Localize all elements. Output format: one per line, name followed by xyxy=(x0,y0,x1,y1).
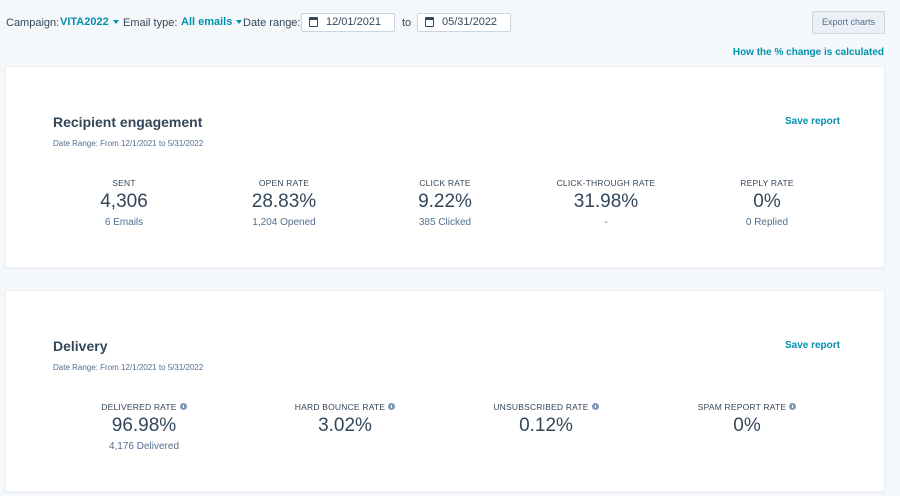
metric-value: 3.02% xyxy=(318,415,372,436)
email-type-dropdown[interactable]: All emails xyxy=(181,16,243,28)
metric-delivered-rate: DELIVERED RATE 96.98% 4,176 Delivered xyxy=(64,402,224,452)
metric-label-text: DELIVERED RATE xyxy=(101,402,177,412)
metric-value: 0.12% xyxy=(519,415,573,436)
metric-label: SPAM REPORT RATE xyxy=(667,402,827,412)
metric-value: 4,306 xyxy=(100,191,148,212)
date-to-value: 05/31/2022 xyxy=(442,16,498,28)
campaign-label: Campaign: xyxy=(6,17,60,29)
date-from-value: 12/01/2021 xyxy=(326,16,382,28)
metric-spam-report-rate: SPAM REPORT RATE 0% xyxy=(667,402,827,437)
calendar-icon xyxy=(309,17,318,27)
card-title: Delivery xyxy=(53,338,108,354)
delivery-card: Delivery Date Range: From 12/1/2021 to 5… xyxy=(5,290,885,492)
metric-value: 96.98% xyxy=(111,415,177,436)
metric-label-text: UNSUBSCRIBED RATE xyxy=(493,402,589,412)
campaign-value: VITA2022 xyxy=(60,16,109,28)
metric-label: DELIVERED RATE xyxy=(64,402,224,412)
date-range-label: Date range: xyxy=(243,17,301,29)
metric-label: UNSUBSCRIBED RATE xyxy=(466,402,626,412)
metric-label: REPLY RATE xyxy=(740,178,794,188)
metric-subtext: 385 Clicked xyxy=(418,217,472,228)
metric-value: 31.98% xyxy=(573,191,639,212)
metric-label: CLICK RATE xyxy=(419,178,471,188)
metric-label: SENT xyxy=(112,178,136,188)
metric-open-rate: OPEN RATE 28.83% 1,204 Opened xyxy=(204,178,364,228)
metric-unsubscribed-rate: UNSUBSCRIBED RATE 0.12% xyxy=(466,402,626,437)
to-label: to xyxy=(402,17,412,29)
export-charts-button[interactable]: Export charts xyxy=(812,11,885,34)
metric-value: 0% xyxy=(753,191,781,212)
card-title: Recipient engagement xyxy=(53,114,203,130)
metric-subtext: 1,204 Opened xyxy=(252,217,316,228)
metric-click-rate: CLICK RATE 9.22% 385 Clicked xyxy=(365,178,525,228)
save-report-button[interactable]: Save report xyxy=(784,340,840,351)
email-type-value: All emails xyxy=(181,16,233,28)
metric-subtext: 6 Emails xyxy=(104,217,144,228)
calendar-icon xyxy=(425,17,434,27)
chevron-down-icon xyxy=(112,20,119,25)
info-icon[interactable] xyxy=(179,403,187,410)
card-date-range: Date Range: From 12/1/2021 to 5/31/2022 xyxy=(53,139,204,148)
filter-bar: Campaign: VITA2022 Email type: All email… xyxy=(0,0,900,44)
metric-click-through-rate: CLICK-THROUGH RATE 31.98% - xyxy=(526,178,686,228)
info-icon[interactable] xyxy=(388,403,396,410)
campaign-dropdown[interactable]: VITA2022 xyxy=(60,16,119,28)
metric-sent: SENT 4,306 6 Emails xyxy=(44,178,204,228)
info-icon[interactable] xyxy=(591,403,599,410)
recipient-engagement-card: Recipient engagement Date Range: From 12… xyxy=(5,66,885,268)
percent-change-help-link[interactable]: How the % change is calculated xyxy=(732,47,884,58)
date-to-input[interactable]: 05/31/2022 xyxy=(417,13,511,32)
metric-label: OPEN RATE xyxy=(258,178,310,188)
metric-value: 28.83% xyxy=(251,191,317,212)
card-date-range: Date Range: From 12/1/2021 to 5/31/2022 xyxy=(53,363,204,372)
metric-hard-bounce-rate: HARD BOUNCE RATE 3.02% xyxy=(265,402,425,437)
metric-label-text: SPAM REPORT RATE xyxy=(697,402,787,412)
email-type-label: Email type: xyxy=(123,17,178,29)
metric-reply-rate: REPLY RATE 0% 0 Replied xyxy=(687,178,847,228)
metric-label-text: HARD BOUNCE RATE xyxy=(294,402,386,412)
metric-subtext: - xyxy=(604,217,608,228)
save-report-button[interactable]: Save report xyxy=(784,116,840,127)
metric-label: HARD BOUNCE RATE xyxy=(265,402,425,412)
info-icon[interactable] xyxy=(789,403,797,410)
metric-value: 0% xyxy=(733,415,761,436)
metric-subtext: 4,176 Delivered xyxy=(108,441,180,452)
metric-value: 9.22% xyxy=(418,191,472,212)
metric-label: CLICK-THROUGH RATE xyxy=(556,178,656,188)
date-from-input[interactable]: 12/01/2021 xyxy=(301,13,395,32)
chevron-down-icon xyxy=(236,20,243,25)
metric-subtext: 0 Replied xyxy=(745,217,789,228)
